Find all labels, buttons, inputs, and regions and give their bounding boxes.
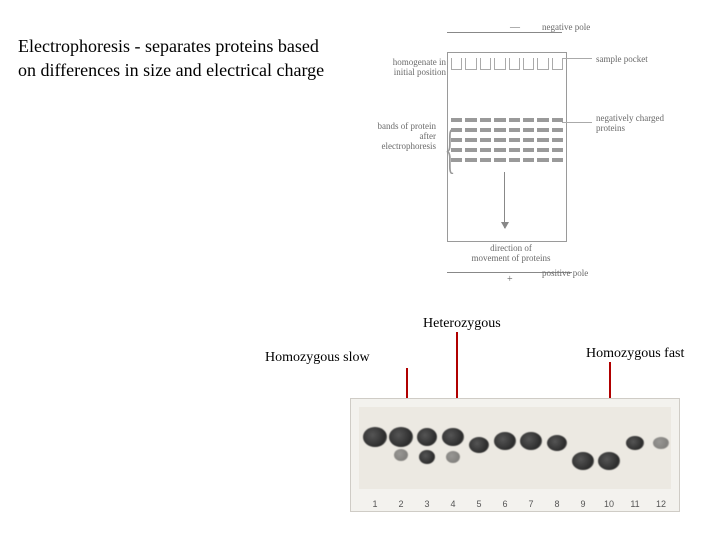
- gel-band-blot: [419, 450, 435, 464]
- gel-band-blot: [442, 428, 464, 446]
- gel-band-blot: [469, 437, 489, 453]
- gel-band-blot: [626, 436, 644, 450]
- lane-number: 12: [651, 499, 671, 509]
- lane-number: 3: [417, 499, 437, 509]
- gel-band-blot: [572, 452, 594, 470]
- homozygous-slow-label: Homozygous slow: [265, 350, 370, 366]
- neg-proteins-label: negatively charged proteins: [596, 114, 686, 134]
- sample-well: [523, 58, 534, 70]
- migration-arrow-icon: [504, 172, 505, 228]
- gel-band-blot: [446, 451, 460, 463]
- sample-well: [480, 58, 491, 70]
- gel-photo-inner: [359, 407, 671, 489]
- gel-band-blot: [389, 427, 413, 447]
- lane-number: 2: [391, 499, 411, 509]
- title-text: Electrophoresis - separates proteins bas…: [18, 34, 328, 83]
- heterozygous-label: Heterozygous: [423, 316, 501, 332]
- protein-band-row: [451, 158, 563, 162]
- sample-well: [465, 58, 476, 70]
- protein-band-row: [451, 148, 563, 152]
- lane-number: 4: [443, 499, 463, 509]
- sample-well: [552, 58, 563, 70]
- homozygous-fast-label: Homozygous fast: [586, 346, 684, 362]
- lane-number: 6: [495, 499, 515, 509]
- gel-band-blot: [520, 432, 542, 450]
- negative-pole-label: negative pole: [542, 22, 590, 32]
- gel-band-blot: [363, 427, 387, 447]
- sample-well: [537, 58, 548, 70]
- gel-band-blot: [494, 432, 516, 450]
- sample-well: [494, 58, 505, 70]
- sample-wells: [451, 58, 563, 72]
- sample-well: [451, 58, 462, 70]
- protein-band-row: [451, 138, 563, 142]
- gel-band-blot: [547, 435, 567, 451]
- plus-symbol: +: [507, 274, 513, 285]
- neg-proteins-connector: [562, 122, 592, 123]
- lane-number: 7: [521, 499, 541, 509]
- gel-band-blot: [394, 449, 408, 461]
- gel-band-blot: [598, 452, 620, 470]
- gel-band-blot: [653, 437, 669, 449]
- sample-pocket-connector: [562, 58, 592, 59]
- lane-number: 5: [469, 499, 489, 509]
- gel-schematic: — negative pole homogenate in initial po…: [352, 22, 692, 282]
- negative-pole-line: [447, 32, 562, 33]
- protein-band-row: [451, 118, 563, 122]
- homogenate-label: homogenate in initial position: [362, 58, 446, 78]
- lane-number: 10: [599, 499, 619, 509]
- lane-number: 1: [365, 499, 385, 509]
- gel-photo: 123456789101112: [350, 398, 680, 512]
- bands-label: bands of protein after electrophoresis: [352, 122, 436, 152]
- direction-label: direction of movement of proteins: [466, 244, 556, 264]
- sample-pocket-label: sample pocket: [596, 54, 648, 64]
- lane-number: 11: [625, 499, 645, 509]
- positive-pole-label: positive pole: [542, 268, 588, 278]
- lane-number: 8: [547, 499, 567, 509]
- sample-well: [509, 58, 520, 70]
- gel-outline: [447, 52, 567, 242]
- gel-band-blot: [417, 428, 437, 446]
- protein-band-row: [451, 128, 563, 132]
- lane-number: 9: [573, 499, 593, 509]
